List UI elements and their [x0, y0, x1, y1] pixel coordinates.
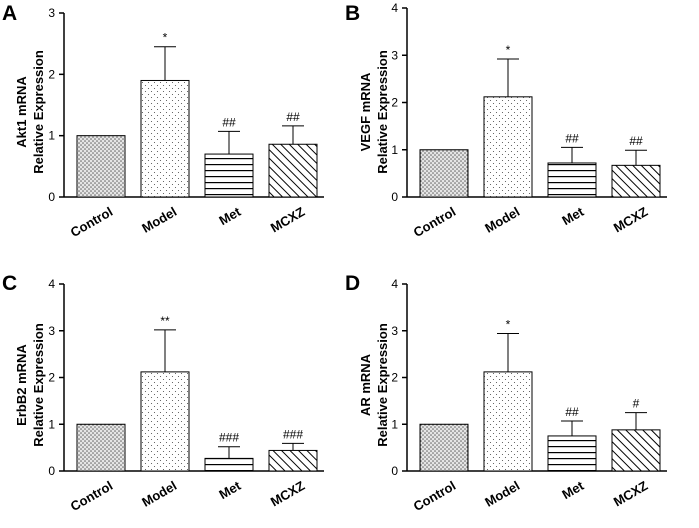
significance-label: ###: [283, 427, 303, 441]
x-tick-label: Control: [411, 478, 459, 514]
significance-label: ##: [286, 110, 300, 124]
panel-a: A Akt1 mRNA Relative Expression 0 1 2 3 Cont…: [2, 2, 324, 240]
bar-control: [76, 423, 126, 472]
significance-label: ##: [565, 405, 579, 419]
x-tick-label: Control: [68, 478, 116, 514]
x-tick-label: Model: [482, 478, 522, 510]
significance-label: ##: [565, 131, 579, 145]
bar-mcxz: [611, 164, 661, 198]
significance-label: *: [506, 43, 511, 57]
y-tick-label: 2: [48, 371, 55, 385]
plot-area: 0 1 2 3 Control * Model ## Met ## MCXZ: [48, 6, 324, 240]
x-tick-label: MCXZ: [268, 478, 307, 509]
y-axis-label-line2: Relative Expression: [31, 50, 46, 174]
bar-met: [547, 435, 597, 472]
bar-model: [483, 96, 533, 198]
panel-letter: B: [345, 2, 360, 25]
bar-met: [204, 153, 254, 198]
bar-met: [547, 162, 597, 198]
bar-control: [419, 149, 469, 198]
x-tick-label: Model: [482, 204, 522, 236]
plot-area: 0 1 2 3 4 Control * Model ## Met ## MCXZ: [391, 1, 667, 240]
bar-mcxz: [268, 143, 318, 198]
x-tick-label: MCXZ: [611, 478, 650, 509]
x-tick-label: MCXZ: [268, 204, 307, 235]
y-tick-label: 3: [48, 6, 55, 20]
y-tick-label: 2: [391, 371, 398, 385]
panel-b: B VEGF mRNA Relative Expression 0 1 2 3 4 Con…: [345, 1, 667, 240]
bar-model: [140, 79, 190, 198]
y-tick-label: 2: [391, 96, 398, 110]
y-axis-label-line2: Relative Expression: [375, 50, 390, 174]
bar-model: [140, 371, 190, 472]
bar-met: [204, 457, 254, 472]
y-tick-label: 1: [391, 417, 398, 431]
x-tick-label: Model: [139, 478, 179, 510]
y-tick-label: 4: [48, 277, 55, 291]
y-axis-label-line1: VEGF mRNA: [358, 72, 373, 151]
bar-model: [483, 371, 533, 472]
y-tick-label: 1: [48, 417, 55, 431]
y-axis-label-line1: ErbB2 mRNA: [14, 344, 29, 426]
y-tick-label: 3: [391, 48, 398, 62]
panel-letter: C: [2, 272, 17, 295]
bar-mcxz: [268, 449, 318, 472]
x-tick-label: Model: [139, 204, 179, 236]
x-tick-label: Control: [68, 204, 116, 240]
significance-label: *: [163, 31, 168, 45]
significance-label: ##: [629, 134, 643, 148]
bar-control: [76, 135, 126, 198]
x-tick-label: MCXZ: [611, 204, 650, 235]
significance-label: ##: [222, 115, 236, 129]
x-tick-label: Met: [216, 204, 243, 229]
x-tick-label: Met: [559, 478, 586, 503]
y-tick-label: 0: [48, 190, 55, 204]
y-tick-label: 4: [391, 1, 398, 15]
significance-label: *: [506, 318, 511, 332]
significance-label: **: [160, 314, 170, 328]
y-axis-label-line2: Relative Expression: [375, 323, 390, 447]
y-tick-label: 2: [48, 67, 55, 81]
y-tick-label: 0: [391, 464, 398, 478]
y-tick-label: 1: [48, 129, 55, 143]
x-tick-label: Met: [216, 478, 243, 503]
significance-label: ###: [219, 431, 239, 445]
panel-d: D AR mRNA Relative Expression 0 1 2 3 4 Contr…: [345, 272, 667, 514]
y-axis-label-line2: Relative Expression: [31, 323, 46, 447]
bar-mcxz: [611, 429, 661, 472]
x-tick-label: Met: [559, 204, 586, 229]
y-axis-label-line1: Akt1 mRNA: [14, 76, 29, 148]
significance-label: #: [633, 397, 640, 411]
y-tick-label: 4: [391, 277, 398, 291]
x-tick-label: Control: [411, 204, 459, 240]
bar-control: [419, 423, 469, 472]
panel-c: C ErbB2 mRNA Relative Expression 0 1 2 3 4 Co…: [2, 272, 324, 514]
panel-letter: A: [2, 2, 17, 25]
y-axis-label-line1: AR mRNA: [358, 353, 373, 416]
y-tick-label: 0: [391, 190, 398, 204]
y-tick-label: 0: [48, 464, 55, 478]
plot-area: 0 1 2 3 4 Control * Model ## Met # MCXZ: [391, 277, 667, 514]
y-tick-label: 3: [48, 324, 55, 338]
y-tick-label: 3: [391, 324, 398, 338]
y-tick-label: 1: [391, 143, 398, 157]
panel-letter: D: [345, 272, 360, 295]
plot-area: 0 1 2 3 4 Control ** Model ### Met ### MCXZ: [48, 277, 324, 514]
